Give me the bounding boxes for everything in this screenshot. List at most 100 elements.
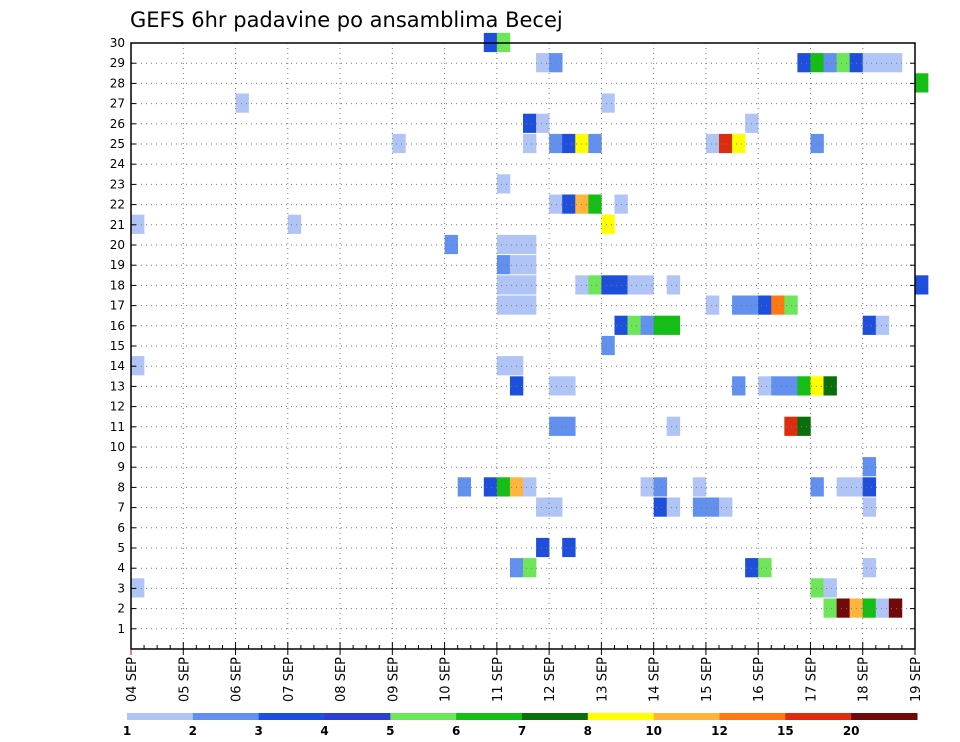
y-tick-label: 25 xyxy=(110,137,125,151)
heatmap-cell xyxy=(131,356,145,376)
heatmap-cell xyxy=(549,194,563,214)
heatmap-cell xyxy=(810,376,824,396)
heatmap-cell xyxy=(810,477,824,497)
heatmap-cell xyxy=(457,477,472,497)
x-tick-label: 05 SEP xyxy=(177,657,192,702)
y-tick-label: 5 xyxy=(117,541,125,555)
heatmap-cell xyxy=(131,214,145,234)
heatmap-cell xyxy=(627,275,641,295)
x-tick-label: 19 SEP xyxy=(909,657,924,702)
heatmap-cell xyxy=(666,315,681,335)
heatmap-cell xyxy=(549,376,563,396)
heatmap-cell xyxy=(823,598,837,618)
heatmap-cell xyxy=(562,376,576,396)
heatmap-cell xyxy=(536,497,550,517)
x-tick-label: 10 SEP xyxy=(439,657,454,702)
y-tick-label: 13 xyxy=(110,379,125,393)
y-tick-label: 24 xyxy=(110,157,125,171)
heatmap-cell xyxy=(549,416,563,436)
heatmap-cell xyxy=(771,295,785,315)
heatmap-cell xyxy=(836,598,850,618)
heatmap-cell xyxy=(915,275,929,295)
x-tick-label: 15 SEP xyxy=(700,657,715,702)
legend-swatch xyxy=(785,713,852,720)
legend-swatch xyxy=(456,713,523,720)
color-legend: 1 2 3 4 5 6 7 8 10 12 15 20 xyxy=(123,713,918,738)
heatmap-cell xyxy=(496,174,511,194)
heatmap-cell xyxy=(732,133,746,154)
heatmap-cell xyxy=(862,477,877,497)
x-tick-label: 17 SEP xyxy=(804,657,819,702)
legend-swatch xyxy=(390,713,457,720)
legend-swatch xyxy=(851,713,918,720)
heatmap-cell xyxy=(758,558,772,578)
y-tick-label: 8 xyxy=(117,480,125,494)
x-tick-label: 04 SEP xyxy=(125,657,140,702)
y-axis: 1234567891011121314151617181920212223242… xyxy=(110,36,915,636)
heatmap-cell xyxy=(496,295,511,315)
legend-swatch xyxy=(522,713,589,720)
heatmap-cell xyxy=(562,416,576,436)
y-tick-label: 2 xyxy=(117,602,125,616)
x-tick-label: 11 SEP xyxy=(491,657,506,702)
heatmap-cell xyxy=(536,537,550,558)
heatmap-cell xyxy=(509,558,524,578)
heatmap-cell xyxy=(875,315,890,335)
y-tick-label: 26 xyxy=(110,117,125,131)
heatmap-cell xyxy=(523,295,537,315)
heatmap-cell xyxy=(549,497,563,517)
legend-label: 6 xyxy=(452,724,460,738)
y-tick-label: 28 xyxy=(110,76,125,90)
legend-swatch xyxy=(127,713,194,720)
heatmap-cell xyxy=(862,315,877,335)
heatmap-cell xyxy=(523,558,537,578)
y-tick-label: 9 xyxy=(117,460,125,474)
heatmap-cell xyxy=(601,214,615,234)
grid-layer xyxy=(131,42,915,649)
y-tick-label: 6 xyxy=(117,521,125,535)
y-tick-label: 12 xyxy=(110,400,125,414)
heatmap-cell xyxy=(588,194,602,214)
x-axis: 04 SEP 05 SEP 06 SEP 07 SEP 08 SEP 09 SEP 10 S… xyxy=(125,642,924,702)
y-tick-label: 17 xyxy=(110,299,125,313)
heatmap-cell xyxy=(496,356,511,376)
heatmap-cell xyxy=(732,376,746,396)
heatmap-cell xyxy=(797,416,811,436)
heatmap-cell xyxy=(745,558,759,578)
legend-swatch xyxy=(719,713,786,720)
heatmap-cell xyxy=(549,133,563,154)
x-tick-label: 14 SEP xyxy=(648,657,663,702)
heatmap-cell xyxy=(653,315,668,335)
heatmap-cell xyxy=(836,53,850,73)
legend-label: 12 xyxy=(711,724,728,738)
chart-title: GEFS 6hr padavine po ansamblima Becej xyxy=(130,8,563,32)
heatmap-cell xyxy=(888,53,903,73)
legend-swatch xyxy=(192,713,260,720)
heatmap-cell xyxy=(666,497,681,517)
heatmap-cell xyxy=(797,376,811,396)
x-tick-label: 08 SEP xyxy=(334,657,349,702)
heatmap-cell xyxy=(732,295,746,315)
heatmap-cell xyxy=(235,93,249,113)
heatmap-cell xyxy=(640,315,654,335)
heatmap-cell xyxy=(496,234,511,255)
heatmap-cell xyxy=(745,113,759,133)
heatmap-cell xyxy=(536,113,550,133)
heatmap-cell xyxy=(287,214,302,234)
heatmap-cell xyxy=(523,234,537,255)
heatmap-cell xyxy=(523,133,537,154)
heatmap-cell xyxy=(705,133,720,154)
heatmap-cell xyxy=(627,315,641,335)
y-tick-label: 7 xyxy=(117,501,125,515)
cells-layer xyxy=(131,32,929,618)
heatmap-cell xyxy=(496,255,511,275)
legend-swatch xyxy=(587,713,655,720)
y-tick-label: 30 xyxy=(110,36,125,50)
heatmap-cell xyxy=(875,598,890,618)
heatmap-cell xyxy=(797,53,811,73)
heatmap-cell xyxy=(915,73,929,93)
legend-label: 10 xyxy=(645,724,662,738)
legend-label: 7 xyxy=(518,724,526,738)
x-tick-label: 09 SEP xyxy=(386,657,401,702)
